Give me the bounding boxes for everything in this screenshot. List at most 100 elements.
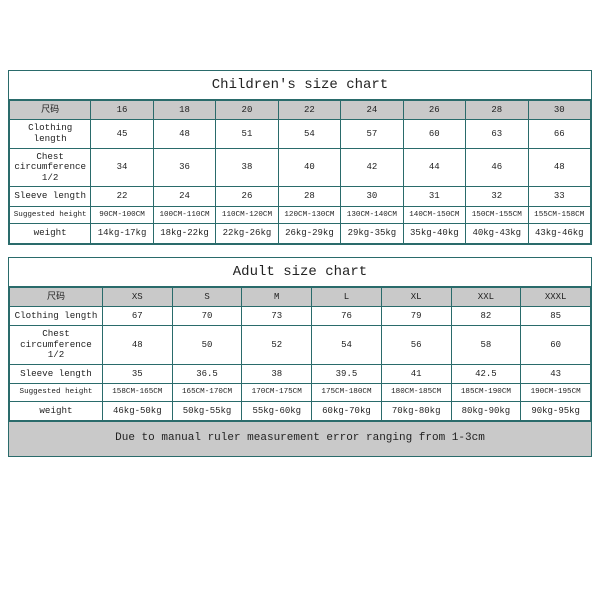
cell: 80kg-90kg <box>451 402 521 421</box>
cell: 190CM-195CM <box>521 384 591 402</box>
cell: 48 <box>153 120 215 148</box>
adult-size-table: 尺码 XS S M L XL XXL XXXL Clothing length … <box>9 287 591 422</box>
row-label: Sleeve length <box>10 365 103 384</box>
cell: 58 <box>451 326 521 365</box>
cell: 42.5 <box>451 365 521 384</box>
children-chart-title: Children's size chart <box>9 71 591 100</box>
cell: 48 <box>102 326 172 365</box>
row-label: weight <box>10 224 91 243</box>
adult-table-head: 尺码 XS S M L XL XXL XXXL <box>10 287 591 306</box>
cell: 100CM-110CM <box>153 206 215 224</box>
cell: 26kg-29kg <box>278 224 340 243</box>
size-col: S <box>172 287 242 306</box>
cell: 60kg-70kg <box>312 402 382 421</box>
cell: 41 <box>381 365 451 384</box>
cell: 158CM-165CM <box>102 384 172 402</box>
cell: 46kg-50kg <box>102 402 172 421</box>
cell: 32 <box>466 187 528 206</box>
cell: 43 <box>521 365 591 384</box>
cell: 140CM-150CM <box>403 206 465 224</box>
cell: 57 <box>341 120 403 148</box>
cell: 54 <box>278 120 340 148</box>
cell: 55kg-60kg <box>242 402 312 421</box>
cell: 34 <box>91 148 153 187</box>
page: Children's size chart 尺码 16 18 20 22 24 … <box>0 0 600 600</box>
cell: 30 <box>341 187 403 206</box>
cell: 26 <box>216 187 278 206</box>
children-chart-block: Children's size chart 尺码 16 18 20 22 24 … <box>8 70 592 245</box>
size-col: XXXL <box>521 287 591 306</box>
size-col: 20 <box>216 101 278 120</box>
table-row: Chest circumference 1/2 34 36 38 40 42 4… <box>10 148 591 187</box>
cell: 67 <box>102 306 172 325</box>
cell: 70 <box>172 306 242 325</box>
cell: 170CM-175CM <box>242 384 312 402</box>
cell: 40kg-43kg <box>466 224 528 243</box>
cell: 180CM-185CM <box>381 384 451 402</box>
size-col: XS <box>102 287 172 306</box>
size-col: 28 <box>466 101 528 120</box>
cell: 56 <box>381 326 451 365</box>
children-table-head: 尺码 16 18 20 22 24 26 28 30 <box>10 101 591 120</box>
cell: 85 <box>521 306 591 325</box>
cell: 44 <box>403 148 465 187</box>
cell: 22 <box>91 187 153 206</box>
cell: 22kg-26kg <box>216 224 278 243</box>
table-row: Clothing length 67 70 73 76 79 82 85 <box>10 306 591 325</box>
cell: 35 <box>102 365 172 384</box>
cell: 24 <box>153 187 215 206</box>
table-row: Sleeve length 22 24 26 28 30 31 32 33 <box>10 187 591 206</box>
cell: 51 <box>216 120 278 148</box>
size-col: 26 <box>403 101 465 120</box>
cell: 150CM-155CM <box>466 206 528 224</box>
cell: 175CM-180CM <box>312 384 382 402</box>
cell: 90CM-100CM <box>91 206 153 224</box>
size-col: 22 <box>278 101 340 120</box>
cell: 76 <box>312 306 382 325</box>
row-label: weight <box>10 402 103 421</box>
cell: 45 <box>91 120 153 148</box>
cell: 29kg-35kg <box>341 224 403 243</box>
cell: 73 <box>242 306 312 325</box>
cell: 66 <box>528 120 591 148</box>
table-row: 尺码 XS S M L XL XXL XXXL <box>10 287 591 306</box>
size-col: 30 <box>528 101 591 120</box>
adult-table-body: Clothing length 67 70 73 76 79 82 85 Che… <box>10 306 591 420</box>
size-col: 18 <box>153 101 215 120</box>
cell: 31 <box>403 187 465 206</box>
cell: 46 <box>466 148 528 187</box>
size-col: 24 <box>341 101 403 120</box>
cell: 33 <box>528 187 591 206</box>
cell: 120CM-130CM <box>278 206 340 224</box>
cell: 70kg-80kg <box>381 402 451 421</box>
cell: 40 <box>278 148 340 187</box>
children-size-table: 尺码 16 18 20 22 24 26 28 30 Clothing leng… <box>9 100 591 244</box>
table-row: Clothing length 45 48 51 54 57 60 63 66 <box>10 120 591 148</box>
cell: 52 <box>242 326 312 365</box>
size-col: M <box>242 287 312 306</box>
table-row: weight 46kg-50kg 50kg-55kg 55kg-60kg 60k… <box>10 402 591 421</box>
cell: 185CM-190CM <box>451 384 521 402</box>
cell: 28 <box>278 187 340 206</box>
table-row: Suggested height 90CM-100CM 100CM-110CM … <box>10 206 591 224</box>
cell: 110CM-120CM <box>216 206 278 224</box>
cell: 50kg-55kg <box>172 402 242 421</box>
size-header-label: 尺码 <box>10 287 103 306</box>
row-label: Clothing length <box>10 120 91 148</box>
table-row: Suggested height 158CM-165CM 165CM-170CM… <box>10 384 591 402</box>
size-col: XL <box>381 287 451 306</box>
table-row: weight 14kg-17kg 18kg-22kg 22kg-26kg 26k… <box>10 224 591 243</box>
cell: 60 <box>521 326 591 365</box>
cell: 54 <box>312 326 382 365</box>
row-label: Sleeve length <box>10 187 91 206</box>
cell: 42 <box>341 148 403 187</box>
cell: 50 <box>172 326 242 365</box>
cell: 155CM-158CM <box>528 206 591 224</box>
cell: 90kg-95kg <box>521 402 591 421</box>
row-label: Chest circumference 1/2 <box>10 148 91 187</box>
table-row: Chest circumference 1/2 48 50 52 54 56 5… <box>10 326 591 365</box>
cell: 130CM-140CM <box>341 206 403 224</box>
size-col: 16 <box>91 101 153 120</box>
measurement-note: Due to manual ruler measurement error ra… <box>9 421 591 456</box>
table-row: 尺码 16 18 20 22 24 26 28 30 <box>10 101 591 120</box>
